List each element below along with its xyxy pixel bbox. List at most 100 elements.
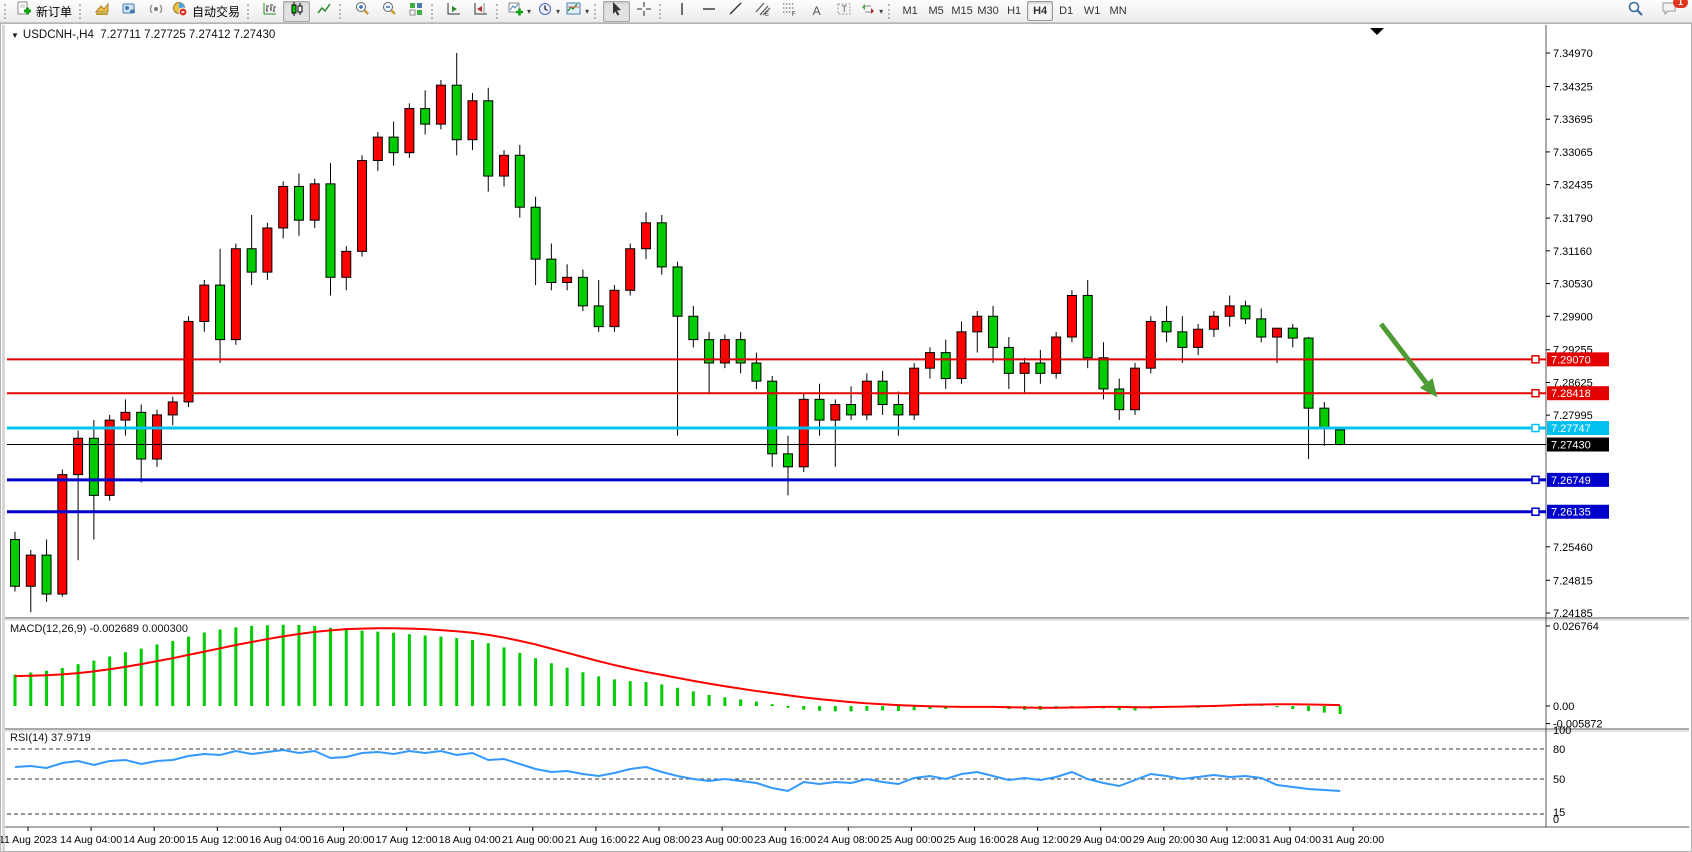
toolbar-grip[interactable] [339,3,344,19]
vertical-line-button[interactable] [668,1,695,22]
tile-windows-button[interactable] [402,1,429,22]
chart-canvas[interactable]: 7.34970 7.34325 7.33695 7.33065 7.32435 7.317… [1,24,1691,851]
candle-body [1082,294,1093,359]
timeframe-m30[interactable]: M30 [977,5,999,17]
candle-body [924,352,935,369]
candle-body [10,539,20,587]
zoom-out-icon [381,1,397,22]
timeframe-d1[interactable]: D1 [1059,5,1074,17]
price-axis[interactable] [1546,52,1550,614]
candle-body [719,339,730,364]
toolbar-grip[interactable] [659,3,664,19]
price-axis-label: 7.27995 [1553,410,1593,422]
clock-icon [537,1,553,22]
candle-body [656,222,667,268]
candlestick-icon [289,1,305,22]
timeframe-m5[interactable]: M5 [928,5,944,17]
horizontal-line-button[interactable] [695,1,722,22]
toolbar-grip[interactable] [247,3,252,19]
arrows-button[interactable]: ▾ [857,1,886,22]
candle-body [1335,429,1346,446]
timeframe-m15[interactable]: M15 [951,5,973,17]
rsi-axis-label: 0 [1553,814,1559,826]
notifications-button[interactable]: 1 [1655,0,1688,22]
zoom-in-icon [354,1,370,22]
toolbar-grip[interactable] [431,3,436,19]
auto-trading-button[interactable]: 自动交易 [169,1,245,22]
time-axis-label: 16 Aug 04:00 [249,834,311,846]
timeframe-m1[interactable]: M1 [902,5,918,17]
toolbar-grip[interactable] [4,3,9,19]
chart-window[interactable]: ▼ USDCNH-,H4 7.27711 7.27725 7.27412 7.27… [0,23,1692,852]
zoom-out-button[interactable] [375,1,402,22]
price-axis-label: 7.34325 [1553,81,1593,93]
horizontal-line-object[interactable] [7,352,1609,367]
svg-text:F: F [792,12,796,17]
timeframe-h1[interactable]: H1 [1007,5,1022,17]
periods-dropdown-caret: ▾ [556,6,561,16]
candle-body [1130,367,1141,411]
candle-body [104,419,115,496]
bar-chart-button[interactable] [256,1,283,22]
candle-body [357,159,368,252]
templates-button[interactable]: ▾ [563,1,592,22]
horizontal-line-object[interactable] [7,386,1609,401]
timeframe-w1[interactable]: W1 [1083,5,1101,17]
market-watch-button[interactable] [88,1,115,22]
timeframe-h4[interactable]: H4 [1027,1,1054,21]
horizontal-line-object[interactable] [7,504,1609,519]
text-label-button[interactable]: T [830,1,857,22]
price-line-label-box [1547,504,1609,519]
time-axis-label: 23 Aug 00:00 [691,834,753,846]
candle-body [1114,388,1125,411]
text-button[interactable]: A [803,1,830,22]
channel-button[interactable]: E [749,1,776,22]
horizontal-line-object[interactable] [7,437,1609,452]
line-handle[interactable] [1531,388,1540,398]
line-chart-button[interactable] [310,1,337,22]
svg-text:T: T [841,4,847,14]
time-axis-label: 31 Aug 04:00 [1259,834,1321,846]
time-axis-label: 25 Aug 16:00 [944,834,1006,846]
time-axis-label: 17 Aug 12:00 [376,834,438,846]
toolbar-grip[interactable] [496,3,501,19]
candlestick-chart-button[interactable] [283,0,311,22]
line-handle[interactable] [1531,507,1540,516]
toolbar-grip[interactable] [594,3,599,19]
candle-body [41,554,52,595]
line-handle[interactable] [1531,355,1540,364]
timeframe-mn[interactable]: MN [1109,5,1127,17]
time-axis-label: 31 Aug 20:00 [1322,834,1384,846]
time-axis-label: 25 Aug 00:00 [880,834,942,846]
toolbar-grip[interactable] [888,3,893,19]
candle-body [562,276,573,284]
trendline-button[interactable] [722,1,749,22]
data-window-button[interactable] [115,1,142,22]
crosshair-button[interactable] [630,1,657,22]
text-label-icon: T [836,1,852,22]
line-handle[interactable] [1531,475,1540,485]
chart-ohlc-values: 7.27711 7.27725 7.27412 7.27430 [100,29,276,41]
cursor-button[interactable] [603,0,631,22]
indicators-button[interactable]: ▾ [505,1,534,22]
chart-shift-button[interactable] [467,1,494,22]
fibonacci-button[interactable]: F [776,1,803,22]
candle-body [972,315,983,333]
horizontal-line-object[interactable] [7,472,1609,487]
time-axis[interactable] [27,827,1354,831]
candle-body [57,474,68,595]
search-button[interactable] [1622,1,1649,22]
chart-dropdown-icon[interactable]: ▼ [11,31,19,40]
periods-button[interactable]: ▾ [534,1,563,22]
candle-body [751,362,762,382]
horizontal-line-object[interactable] [7,421,1609,436]
line-handle[interactable] [1531,423,1540,433]
signals-button[interactable] [142,1,169,22]
auto-scroll-button[interactable] [440,1,467,22]
new-order-button[interactable]: 新订单 [13,1,77,22]
zoom-in-button[interactable] [348,1,375,22]
arrow-annotation[interactable] [1379,322,1438,398]
chart-shift-marker[interactable] [1370,28,1384,35]
candle-body [73,437,84,476]
toolbar-grip[interactable] [79,3,84,19]
